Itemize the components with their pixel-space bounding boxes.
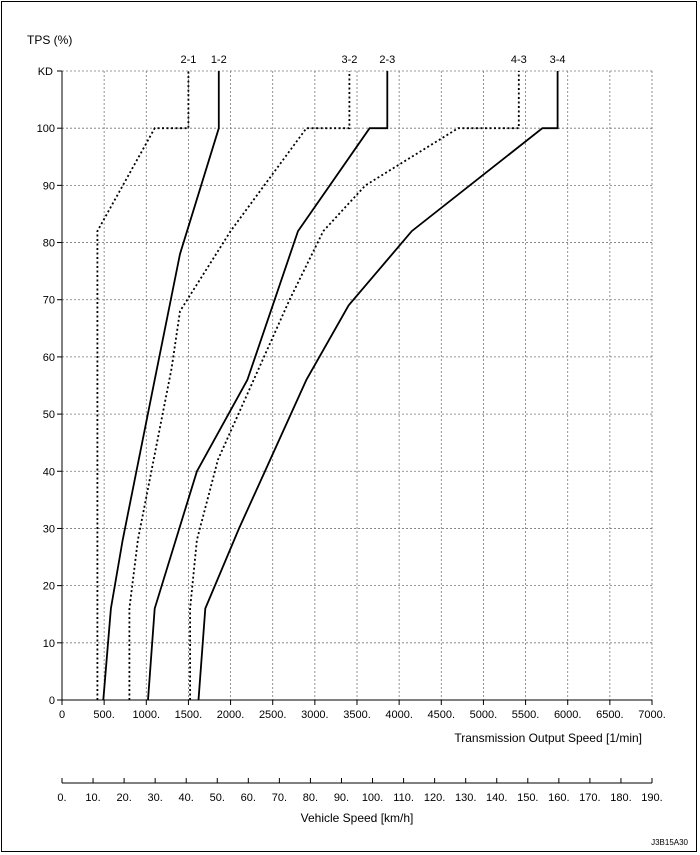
x2-tick-label: 60. [241, 792, 256, 804]
x-tick-label: 1000. [133, 709, 161, 721]
series-label-2-1: 2-1 [180, 54, 196, 66]
series-line-1-2 [102, 71, 220, 701]
x2-tick-label: 70. [272, 792, 287, 804]
series-line-2-3 [147, 71, 389, 701]
x2-tick-label: 90. [334, 792, 349, 804]
series-labels: 2-1 1-2 3-2 2-3 4-3 3-4 [180, 54, 565, 66]
x-axis-label: Transmission Output Speed [1/min] [454, 731, 642, 745]
x-tick-label: 6500. [596, 709, 624, 721]
series-label-1-2: 1-2 [211, 54, 227, 66]
y-axis-label: TPS (%) [27, 33, 72, 47]
x-tick-label: 4000. [385, 709, 413, 721]
x-tick-label: 6000. [554, 709, 582, 721]
x-tick-label: 3000. [301, 709, 329, 721]
figure-code: J3B15A30 [651, 838, 688, 847]
x2-tick-label: 50. [210, 792, 225, 804]
series-line-3-2 [128, 71, 351, 700]
x2-tick-label: 180. [610, 792, 631, 804]
series-label-2-3: 2-3 [379, 54, 395, 66]
x-tick-label: 500. [93, 709, 114, 721]
x2-tick-label: 130. [455, 792, 476, 804]
series-line-3-4 [197, 71, 559, 701]
x2-tick-label: 170. [579, 792, 600, 804]
series-label-3-2: 3-2 [341, 54, 357, 66]
series-label-4-3: 4-3 [511, 54, 527, 66]
x2-tick-label: 120. [424, 792, 445, 804]
y-tick-label: 100 [37, 123, 55, 135]
x2-tick-label: 140. [486, 792, 507, 804]
x-tick-label: 2500. [259, 709, 287, 721]
y-tick-label: 40 [43, 466, 55, 478]
x2-tick-label: 160. [548, 792, 569, 804]
y-tick-label: 50 [43, 409, 55, 421]
x-tick-label: 0 [59, 709, 65, 721]
x-tick-label: 5500. [512, 709, 540, 721]
x2-tick-label: 110. [393, 792, 414, 804]
x2-tick-label: 80. [303, 792, 318, 804]
y-tick-label: 80 [43, 238, 55, 250]
x2-tick-label: 20. [116, 792, 131, 804]
x-tick-label: 2000. [217, 709, 245, 721]
x-tick-label: 5000. [470, 709, 498, 721]
y-tick-label: 0 [49, 695, 55, 707]
y-tick-label: 90 [43, 180, 55, 192]
x2-tick-label: 30. [148, 792, 163, 804]
x-tick-label: 4500. [428, 709, 456, 721]
x2-tick-label: 0. [57, 792, 66, 804]
x2-axis-label: Vehicle Speed [km/h] [301, 811, 414, 825]
x2-tick-label: 150. [517, 792, 538, 804]
x-tick-label: 3500. [343, 709, 371, 721]
y-tick-label: 60 [43, 352, 55, 364]
x2-tick-label: 10. [85, 792, 100, 804]
x2-tick-label: 100. [362, 792, 383, 804]
y-tick-label: 30 [43, 523, 55, 535]
series-lines [96, 71, 559, 701]
axes [57, 70, 653, 784]
kd-label: KD [38, 66, 53, 78]
series-line-4-3 [189, 71, 520, 700]
y-tick-label: 70 [43, 295, 55, 307]
y-tick-label: 20 [43, 581, 55, 593]
tick-labels: 0 10 20 30 40 50 60 70 80 90 100 0 500. 1000. 1500. 200… [37, 123, 666, 804]
x2-tick-label: 190. [641, 792, 662, 804]
x-tick-label: 7000. [638, 709, 666, 721]
x2-tick-label: 40. [179, 792, 194, 804]
series-label-3-4: 3-4 [550, 54, 566, 66]
grid [62, 70, 653, 700]
y-tick-label: 10 [43, 638, 55, 650]
series-line-2-1 [96, 71, 190, 700]
x-tick-label: 1500. [175, 709, 203, 721]
